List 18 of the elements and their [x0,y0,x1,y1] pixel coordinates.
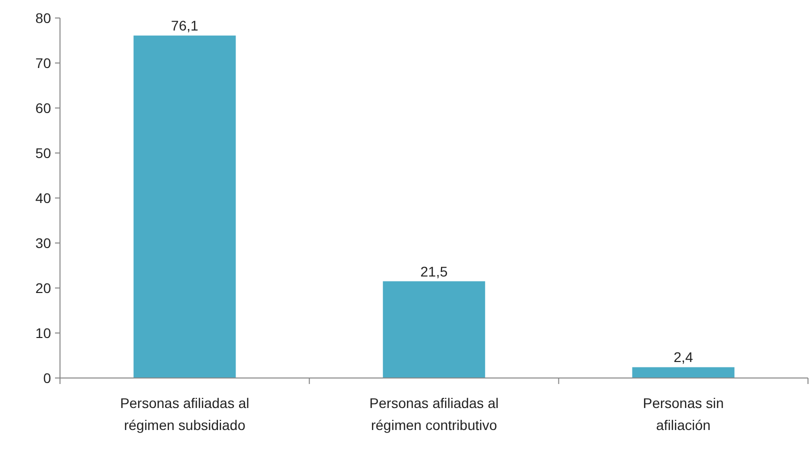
y-tick-label: 50 [35,144,52,161]
data-label: 21,5 [420,263,448,280]
y-tick-label: 0 [43,370,52,386]
bar [382,281,486,378]
y-tick-label: 40 [35,190,52,206]
y-tick-label: 20 [35,280,52,296]
y-tick-label: 30 [35,234,52,251]
data-label: 76,1 [171,18,199,34]
bar [134,36,236,378]
data-label: 2,4 [674,349,694,366]
y-tick-label: 70 [35,54,52,71]
x-tick-label: Personas sin afiliación [642,395,724,433]
x-tick-label: Personas afiliadas al régimen contributivo [369,395,499,433]
y-tick-label: 60 [35,100,52,116]
x-tick-label: Personas afiliadas al régimen subsidiado [120,395,250,433]
y-tick-label: 10 [35,324,52,341]
y-tick-label: 80 [35,10,52,26]
bar [632,367,734,378]
